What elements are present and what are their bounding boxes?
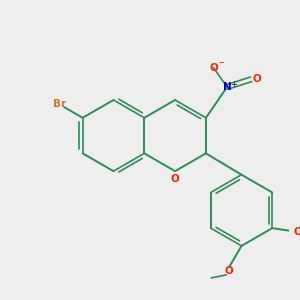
Text: O: O [253, 74, 261, 84]
Text: –: – [218, 57, 224, 67]
Text: N: N [223, 82, 232, 92]
Text: Br: Br [53, 99, 66, 110]
Text: +: + [230, 80, 237, 88]
Text: O: O [171, 174, 179, 184]
Text: O: O [209, 63, 218, 73]
Text: O: O [294, 226, 300, 237]
Text: O: O [225, 266, 233, 276]
